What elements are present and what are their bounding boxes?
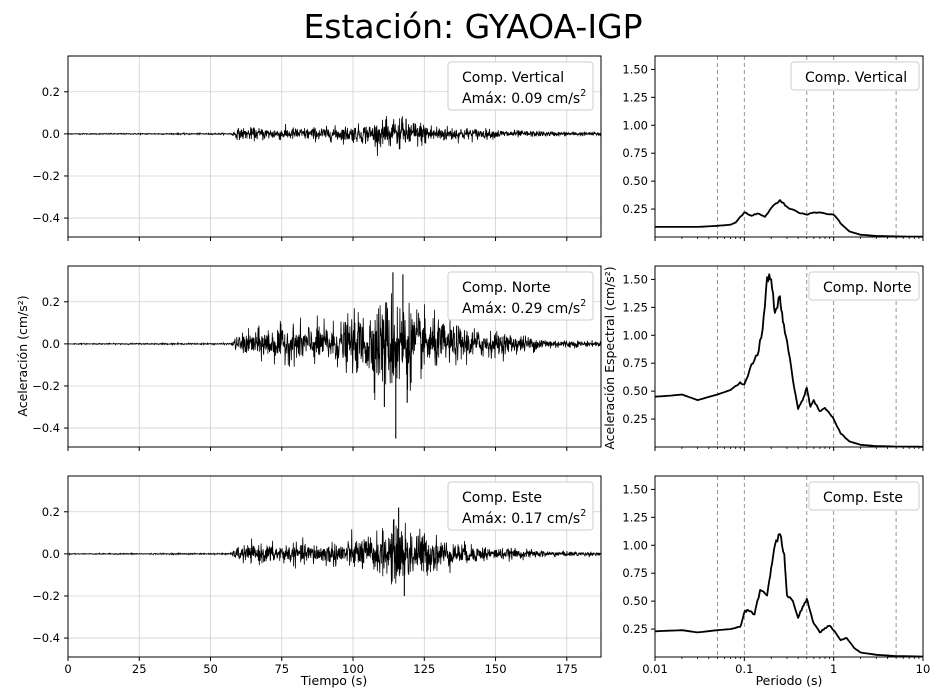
y-tick-label: 1.00 [622,118,648,132]
y-tick-label: 0.50 [622,174,648,188]
chart-title: Estación: GYAOA-IGP [303,7,642,46]
axes-frame [654,265,924,448]
y-tick-label: −0.2 [32,589,60,603]
signal-line [68,519,602,585]
y-tick-label: 1.00 [622,328,648,342]
y-axis-label-spectral: Aceleración Espectral (cm/s²) [602,266,617,449]
legend-entry: Comp. Este [823,490,903,506]
y-tick-label: 1.25 [622,510,648,524]
legend-entry: Comp. Norte [823,280,912,296]
axes-frame [67,475,602,658]
y-tick-label: 1.50 [622,272,648,286]
spectrum-panel-vertical: 0.25 0.50 0.75 1.00 1.25 1.50 Comp. Vertical [622,55,924,241]
axes-frame [67,265,602,448]
y-tick-label: 0.0 [42,127,60,141]
y-tick-label: 0.25 [622,622,648,636]
x-axis-label-period: Periodo (s) [756,673,823,688]
superscript: 2 [580,88,586,99]
y-tick-label: 0.25 [622,202,648,216]
y-tick-label: 0.2 [42,505,60,519]
x-tick-label: 125 [413,662,435,676]
x-tick-label: 175 [556,662,578,676]
time-history-panel-vertical: −0.4 −0.2 0.0 0.2 Comp. Vertical Amáx: 0.09 c… [32,55,602,241]
time-history-panel-norte: −0.4 −0.2 0.0 0.2 Comp. Norte Amáx: 0.29 cm/s… [32,265,602,451]
y-tick-label: 1.25 [622,90,648,104]
spectrum-panel-este: 0.25 0.50 0.75 1.00 1.25 1.50 0.01 0.1 1 10 Comp. … [622,475,931,676]
spectrum-line [654,273,924,448]
time-history-panel-este: −0.4 −0.2 0.0 0.2 0 25 50 75 100 125 150 175 Comp. E… [32,475,602,676]
superscript: 2 [580,298,586,309]
legend-entry: Comp. Vertical [805,70,907,86]
x-axis-label-time: Tiempo (s) [300,673,367,688]
y-tick-label: 0.50 [622,384,648,398]
signal-line [67,115,602,157]
superscript: 2 [580,508,586,519]
legend-entry: Amáx: 0.29 cm/s2 [462,298,586,317]
legend-entry: Amáx: 0.17 cm/s2 [462,508,586,527]
y-tick-label: 1.50 [622,482,648,496]
y-tick-label: −0.4 [32,631,60,645]
spectrum-panel-norte: 0.25 0.50 0.75 1.00 1.25 1.50 Comp. Norte [622,265,924,451]
x-tick-label: 25 [132,662,147,676]
legend-box [808,481,920,511]
legend-box [790,61,920,91]
y-tick-label: −0.2 [32,169,60,183]
y-tick-label: 0.2 [42,85,60,99]
axes-frame [654,475,924,658]
legend-box [447,271,594,321]
axes-frame [67,55,602,238]
y-tick-label: 1.00 [622,538,648,552]
y-tick-label: 0.0 [42,337,60,351]
y-tick-label: 0.75 [622,566,648,580]
legend-entry: Comp. Vertical [462,70,564,86]
x-tick-label: 0.01 [642,662,668,676]
x-tick-label: 1 [830,662,837,676]
legend-box [447,61,594,111]
y-tick-label: 0.75 [622,356,648,370]
legend-entry: Comp. Norte [462,280,551,296]
y-tick-label: 0.25 [622,412,648,426]
legend-box [808,271,920,301]
y-tick-label: 0.0 [42,547,60,561]
signal-line [67,293,602,401]
axes-frame [654,55,924,238]
x-tick-label: 75 [274,662,289,676]
y-tick-label: 1.50 [622,62,648,76]
spectrum-line [655,199,924,238]
y-tick-label: −0.4 [32,211,60,225]
y-tick-label: 0.2 [42,295,60,309]
y-tick-label: 1.25 [622,300,648,314]
y-tick-label: −0.4 [32,421,60,435]
legend-entry: Amáx: 0.09 cm/s2 [462,88,586,107]
x-tick-label: 150 [485,662,507,676]
spectrum-line [654,533,924,658]
y-tick-label: 0.50 [622,594,648,608]
x-tick-label: 10 [916,662,931,676]
x-tick-label: 100 [342,662,364,676]
y-tick-label: 0.75 [622,146,648,160]
y-tick-label: −0.2 [32,379,60,393]
legend-entry: Comp. Este [462,490,542,506]
y-axis-label-acceleration: Aceleración (cm/s²) [15,295,30,416]
legend-box [447,481,594,531]
x-tick-label: 50 [203,662,218,676]
x-tick-label: 0 [64,662,71,676]
x-tick-label: 0.1 [735,662,753,676]
